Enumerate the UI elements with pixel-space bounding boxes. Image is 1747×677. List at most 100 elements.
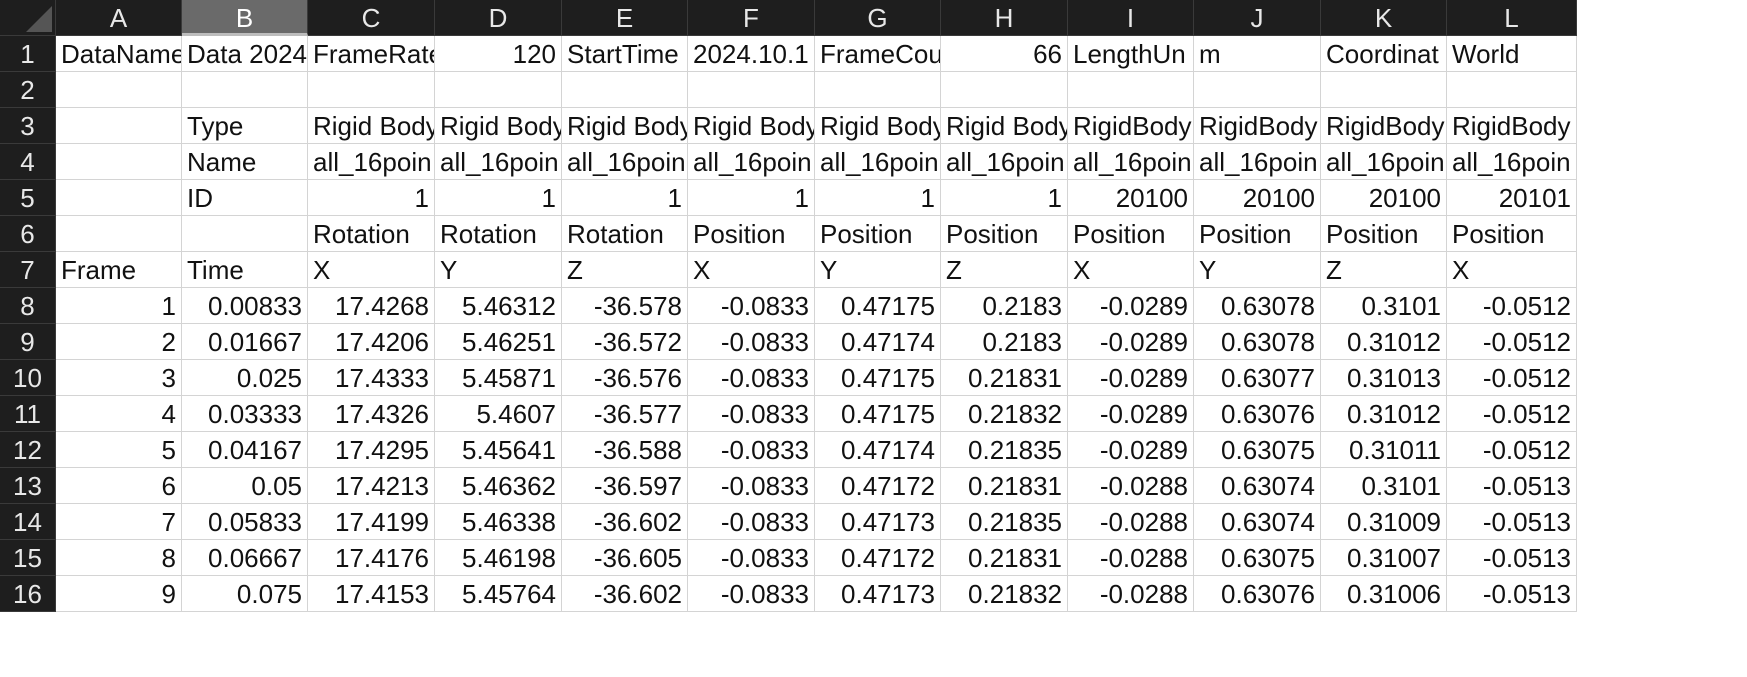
row-header[interactable]: 5 [0, 180, 56, 216]
cell-a5[interactable] [56, 180, 182, 216]
column-header-j[interactable]: J [1194, 0, 1321, 36]
cell-h4[interactable]: all_16poin [941, 144, 1068, 180]
cell-b15[interactable]: 0.06667 [182, 540, 308, 576]
cell-d4[interactable]: all_16poin [435, 144, 562, 180]
cell-k15[interactable]: 0.31007 [1321, 540, 1447, 576]
cell-g2[interactable] [815, 72, 941, 108]
column-header-h[interactable]: H [941, 0, 1068, 36]
cell-g14[interactable]: 0.47173 [815, 504, 941, 540]
cell-d12[interactable]: 5.45641 [435, 432, 562, 468]
column-header-l[interactable]: L [1447, 0, 1577, 36]
cell-d5[interactable]: 1 [435, 180, 562, 216]
cell-i6[interactable]: Position [1068, 216, 1194, 252]
cell-h3[interactable]: Rigid Body [941, 108, 1068, 144]
cell-k6[interactable]: Position [1321, 216, 1447, 252]
cell-c4[interactable]: all_16poin [308, 144, 435, 180]
cell-l7[interactable]: X [1447, 252, 1577, 288]
column-header-b[interactable]: B [182, 0, 308, 36]
cell-f2[interactable] [688, 72, 815, 108]
cell-e16[interactable]: -36.602 [562, 576, 688, 612]
row-header[interactable]: 14 [0, 504, 56, 540]
cell-h6[interactable]: Position [941, 216, 1068, 252]
cell-b13[interactable]: 0.05 [182, 468, 308, 504]
cell-b1[interactable]: Data 2024 [182, 36, 308, 72]
cell-j10[interactable]: 0.63077 [1194, 360, 1321, 396]
cell-f6[interactable]: Position [688, 216, 815, 252]
cell-g10[interactable]: 0.47175 [815, 360, 941, 396]
cell-j11[interactable]: 0.63076 [1194, 396, 1321, 432]
cell-j14[interactable]: 0.63074 [1194, 504, 1321, 540]
cell-c2[interactable] [308, 72, 435, 108]
cell-c10[interactable]: 17.4333 [308, 360, 435, 396]
cell-b4[interactable]: Name [182, 144, 308, 180]
cell-e15[interactable]: -36.605 [562, 540, 688, 576]
cell-f1[interactable]: 2024.10.1 [688, 36, 815, 72]
cell-a4[interactable] [56, 144, 182, 180]
cell-k14[interactable]: 0.31009 [1321, 504, 1447, 540]
cell-i9[interactable]: -0.0289 [1068, 324, 1194, 360]
cell-h11[interactable]: 0.21832 [941, 396, 1068, 432]
cell-e8[interactable]: -36.578 [562, 288, 688, 324]
cell-b3[interactable]: Type [182, 108, 308, 144]
column-header-a[interactable]: A [56, 0, 182, 36]
cell-c16[interactable]: 17.4153 [308, 576, 435, 612]
cell-g3[interactable]: Rigid Body [815, 108, 941, 144]
cell-i3[interactable]: RigidBody [1068, 108, 1194, 144]
cell-e12[interactable]: -36.588 [562, 432, 688, 468]
cell-b16[interactable]: 0.075 [182, 576, 308, 612]
cell-g8[interactable]: 0.47175 [815, 288, 941, 324]
cell-b8[interactable]: 0.00833 [182, 288, 308, 324]
cell-b11[interactable]: 0.03333 [182, 396, 308, 432]
column-header-e[interactable]: E [562, 0, 688, 36]
column-header-k[interactable]: K [1321, 0, 1447, 36]
column-header-d[interactable]: D [435, 0, 562, 36]
cell-k4[interactable]: all_16poin [1321, 144, 1447, 180]
cell-d2[interactable] [435, 72, 562, 108]
cell-k2[interactable] [1321, 72, 1447, 108]
cell-a11[interactable]: 4 [56, 396, 182, 432]
cell-k11[interactable]: 0.31012 [1321, 396, 1447, 432]
cell-j9[interactable]: 0.63078 [1194, 324, 1321, 360]
cell-k8[interactable]: 0.3101 [1321, 288, 1447, 324]
cell-h16[interactable]: 0.21832 [941, 576, 1068, 612]
cell-c5[interactable]: 1 [308, 180, 435, 216]
cell-f16[interactable]: -0.0833 [688, 576, 815, 612]
cell-i10[interactable]: -0.0289 [1068, 360, 1194, 396]
cell-a1[interactable]: DataName [56, 36, 182, 72]
cell-i13[interactable]: -0.0288 [1068, 468, 1194, 504]
cell-f7[interactable]: X [688, 252, 815, 288]
cell-i12[interactable]: -0.0289 [1068, 432, 1194, 468]
cell-k9[interactable]: 0.31012 [1321, 324, 1447, 360]
cell-g12[interactable]: 0.47174 [815, 432, 941, 468]
cell-b12[interactable]: 0.04167 [182, 432, 308, 468]
cell-b7[interactable]: Time [182, 252, 308, 288]
cell-d16[interactable]: 5.45764 [435, 576, 562, 612]
cell-i2[interactable] [1068, 72, 1194, 108]
cell-b2[interactable] [182, 72, 308, 108]
cell-l13[interactable]: -0.0513 [1447, 468, 1577, 504]
cell-f14[interactable]: -0.0833 [688, 504, 815, 540]
cell-i14[interactable]: -0.0288 [1068, 504, 1194, 540]
cell-c9[interactable]: 17.4206 [308, 324, 435, 360]
cell-k5[interactable]: 20100 [1321, 180, 1447, 216]
row-header[interactable]: 1 [0, 36, 56, 72]
cell-d3[interactable]: Rigid Body [435, 108, 562, 144]
cell-a3[interactable] [56, 108, 182, 144]
cell-f5[interactable]: 1 [688, 180, 815, 216]
cell-g5[interactable]: 1 [815, 180, 941, 216]
cell-l14[interactable]: -0.0513 [1447, 504, 1577, 540]
cell-g15[interactable]: 0.47172 [815, 540, 941, 576]
cell-c7[interactable]: X [308, 252, 435, 288]
cell-l1[interactable]: World [1447, 36, 1577, 72]
cell-j12[interactable]: 0.63075 [1194, 432, 1321, 468]
cell-k7[interactable]: Z [1321, 252, 1447, 288]
cell-i15[interactable]: -0.0288 [1068, 540, 1194, 576]
row-header[interactable]: 7 [0, 252, 56, 288]
cell-l5[interactable]: 20101 [1447, 180, 1577, 216]
cell-j16[interactable]: 0.63076 [1194, 576, 1321, 612]
cell-e5[interactable]: 1 [562, 180, 688, 216]
row-header[interactable]: 2 [0, 72, 56, 108]
cell-e13[interactable]: -36.597 [562, 468, 688, 504]
cell-a7[interactable]: Frame [56, 252, 182, 288]
cell-b14[interactable]: 0.05833 [182, 504, 308, 540]
